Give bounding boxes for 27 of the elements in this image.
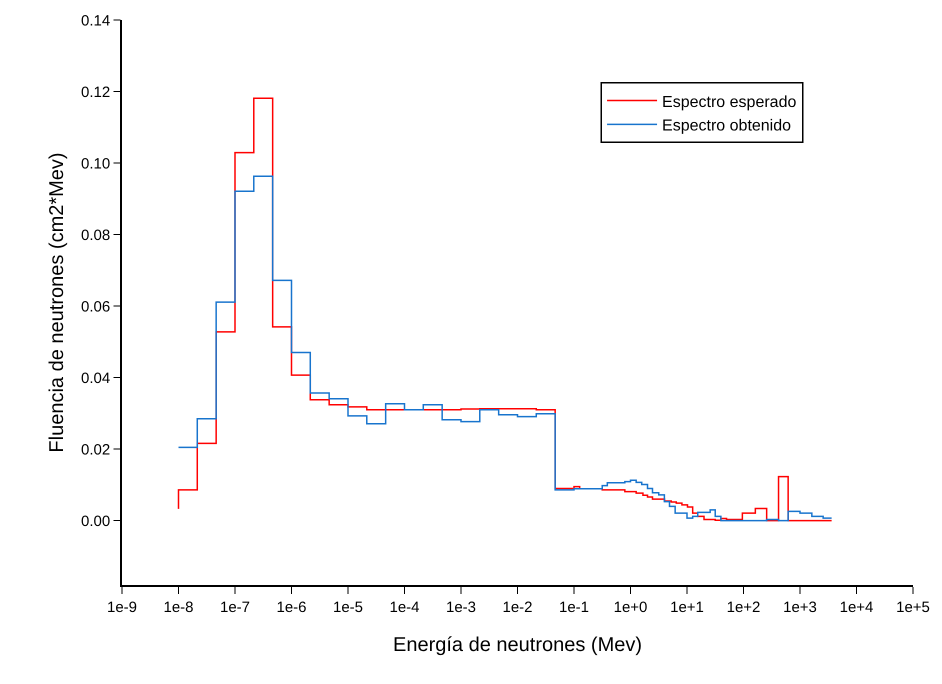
x-tick-label: 1e-2 <box>502 598 533 616</box>
x-tick-label: 1e-4 <box>389 598 420 616</box>
y-tick-label: 0.06 <box>81 298 110 316</box>
y-tick-label: 0.00 <box>81 512 110 530</box>
y-tick-label: 0.14 <box>81 12 110 30</box>
x-tick-label: 1e-1 <box>558 598 590 616</box>
x-tick-label: 1e+2 <box>726 598 760 616</box>
x-tick-label: 1e-8 <box>163 598 194 616</box>
x-tick-label: 1e-7 <box>220 598 250 616</box>
y-tick-label: 0.04 <box>81 370 110 387</box>
legend-label: Espectro esperado <box>662 94 796 111</box>
y-tick-label: 0.08 <box>81 226 110 244</box>
legend-label: Espectro obtenido <box>662 118 792 135</box>
x-tick-label: 1e+1 <box>670 598 704 616</box>
x-axis-title: Energía de neutrones (Mev) <box>392 634 642 656</box>
x-tick-label: 1e-3 <box>446 598 476 616</box>
x-tick-label: 1e+5 <box>896 598 930 616</box>
x-tick-label: 1e+4 <box>840 598 874 616</box>
x-tick-label: 1e+3 <box>783 598 817 616</box>
y-axis-title: Fluencia de neutrones (cm2*Mev) <box>46 152 68 453</box>
x-tick-label: 1e+0 <box>614 598 648 616</box>
x-tick-label: 1e-6 <box>276 598 307 616</box>
x-tick-label: 1e-9 <box>106 598 138 616</box>
y-tick-label: 0.02 <box>81 441 110 458</box>
x-tick-label: 1e-5 <box>332 598 364 616</box>
y-tick-label: 0.10 <box>81 155 110 172</box>
y-tick-label: 0.12 <box>81 84 110 101</box>
